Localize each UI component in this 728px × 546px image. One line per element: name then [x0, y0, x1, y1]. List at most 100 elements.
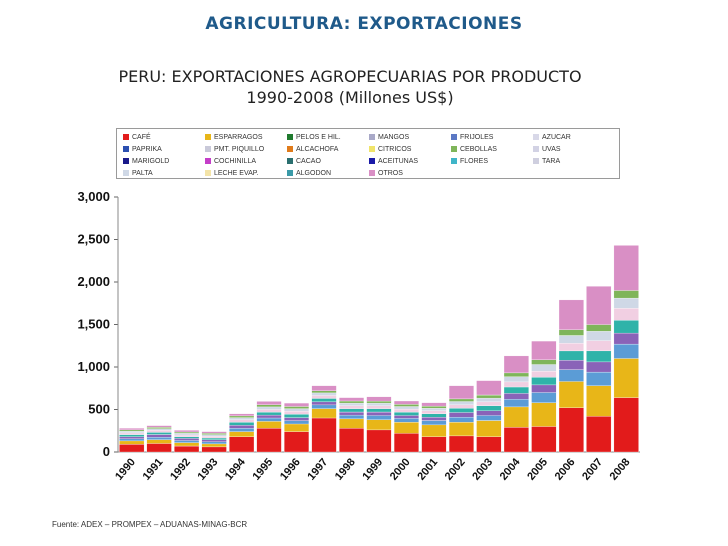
legend-item: TARA — [533, 155, 615, 167]
bar-segment — [558, 329, 584, 336]
bar-segment — [201, 433, 227, 435]
bar-segment — [311, 417, 337, 453]
bar-segment — [146, 439, 172, 444]
legend-label: ESPARRAGOS — [214, 133, 263, 141]
bar-segment — [119, 434, 145, 437]
legend-item: LECHE EVAP. — [205, 167, 287, 179]
legend-swatch — [451, 146, 457, 152]
x-tick-label: 1994 — [223, 456, 248, 483]
bar-segment — [146, 427, 172, 429]
legend-swatch — [533, 146, 539, 152]
bar-segment — [311, 390, 337, 394]
legend-label: PELOS E HIL. — [296, 133, 341, 141]
y-tick-label: 1,500 — [77, 317, 110, 332]
bar-segment — [421, 410, 447, 414]
bar-segment — [256, 417, 282, 422]
legend-label: CAFÉ — [132, 133, 151, 141]
bar-segment — [393, 418, 419, 423]
bar-segment — [201, 434, 227, 437]
legend-label: UVAS — [542, 145, 561, 153]
bar-segment — [174, 436, 200, 439]
bar-segment — [393, 415, 419, 419]
bar-segment — [531, 402, 557, 427]
bar-segment — [531, 371, 557, 378]
bar-segment — [284, 406, 310, 409]
legend-item: PALTA — [123, 167, 205, 179]
y-tick-label: 0 — [103, 444, 110, 459]
bar-segment — [613, 332, 639, 345]
legend-label: COCHINILLA — [214, 157, 257, 165]
legend-label: OTROS — [378, 169, 403, 177]
bar-segment — [311, 392, 337, 396]
legend-item: PMT. PIQUILLO — [205, 143, 287, 155]
bar-segment — [229, 422, 255, 426]
legend-swatch — [451, 158, 457, 164]
bar-segment — [174, 431, 200, 434]
x-tick-label: 1997 — [305, 456, 330, 482]
legend-item: AZUCAR — [533, 131, 615, 143]
legend-swatch — [205, 134, 211, 140]
bar-segment — [201, 431, 227, 434]
bar-segment — [366, 411, 392, 416]
bar-segment — [393, 404, 419, 407]
bar-segment — [174, 433, 200, 436]
legend-label: ACEITUNAS — [378, 157, 419, 165]
bar-segment — [284, 417, 310, 421]
legend-item: CEBOLLAS — [451, 143, 533, 155]
bar-segment — [366, 419, 392, 431]
bar-segment — [229, 431, 255, 437]
bar-segment — [421, 436, 447, 453]
bar-segment — [503, 427, 529, 453]
bar-segment — [146, 434, 172, 438]
legend-label: PAPRIKA — [132, 145, 162, 153]
legend-swatch — [123, 158, 129, 164]
bar-segment — [201, 439, 227, 442]
bar-segment — [531, 340, 557, 360]
legend-item: UVAS — [533, 143, 615, 155]
bar-segment — [448, 416, 474, 423]
source-note: Fuente: ADEX – PROMPEX – ADUANAS-MINAG-B… — [52, 520, 248, 529]
legend-label: AZUCAR — [542, 133, 571, 141]
x-tick-label: 1995 — [250, 456, 275, 482]
bar-segment — [201, 446, 227, 453]
bar-segment — [201, 437, 227, 440]
bar-segment — [311, 398, 337, 402]
bar-segment — [256, 421, 282, 429]
bar-segment — [613, 343, 639, 359]
x-tick-label: 1996 — [278, 456, 303, 482]
bar-segment — [339, 402, 365, 406]
bar-segment — [119, 438, 145, 442]
bar-segment — [146, 443, 172, 453]
bar-segment — [284, 402, 310, 407]
bar-segment — [393, 406, 419, 410]
bar-segment — [256, 406, 282, 410]
bar-segment — [421, 424, 447, 437]
bar-segment — [366, 415, 392, 420]
legend-item: PAPRIKA — [123, 143, 205, 155]
legend-item: FLORES — [451, 155, 533, 167]
bar-segment — [393, 408, 419, 413]
bar-segment — [393, 422, 419, 434]
bar-segment — [284, 420, 310, 425]
legend-item: MARIGOLD — [123, 155, 205, 167]
bar-segment — [448, 435, 474, 453]
legend-swatch — [369, 170, 375, 176]
bar-segment — [586, 286, 612, 325]
bar-segment — [586, 340, 612, 351]
bar-segment — [558, 299, 584, 330]
legend-label: LECHE EVAP. — [214, 169, 259, 177]
legend-item: ALCACHOFA — [287, 143, 369, 155]
x-tick-label: 2004 — [498, 456, 523, 483]
bar-segment — [558, 343, 584, 352]
legend-label: PALTA — [132, 169, 153, 177]
x-tick-label: 2006 — [553, 456, 578, 482]
bar-segment — [586, 416, 612, 453]
y-tick-label: 2,000 — [77, 274, 110, 289]
bar-segment — [366, 405, 392, 409]
bar-segment — [558, 350, 584, 361]
legend-swatch — [123, 134, 129, 140]
bar-segment — [558, 369, 584, 382]
bar-segment — [476, 380, 502, 396]
x-tick-label: 2008 — [608, 456, 633, 482]
bar-segment — [613, 245, 639, 291]
